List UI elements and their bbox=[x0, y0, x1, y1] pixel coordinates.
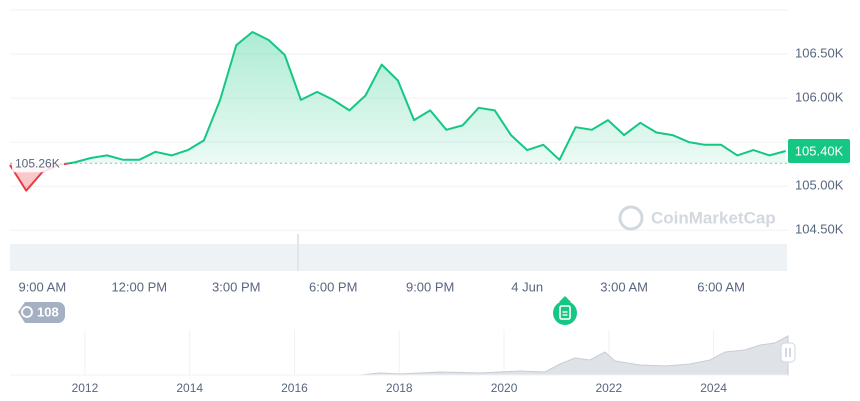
overview-tick-label: 2022 bbox=[595, 381, 622, 395]
current-price-label: 105.40K bbox=[795, 143, 844, 158]
x-axis: 9:00 AM 12:00 PM 3:00 PM 6:00 PM 9:00 PM 4 Ju… bbox=[18, 279, 744, 294]
y-tick-label: 106.50K bbox=[795, 45, 844, 60]
baseline-label-bg bbox=[12, 154, 64, 173]
event-marker[interactable] bbox=[553, 296, 577, 325]
x-tick-label: 3:00 PM bbox=[212, 279, 260, 294]
area-up bbox=[69, 32, 786, 164]
y-tick-label: 104.50K bbox=[795, 222, 844, 237]
x-tick-label: 9:00 PM bbox=[406, 279, 454, 294]
history-badge[interactable]: 108 bbox=[18, 302, 65, 323]
x-tick-label: 12:00 PM bbox=[111, 279, 167, 294]
x-tick-label: 6:00 PM bbox=[309, 279, 357, 294]
overview-tick-label: 2018 bbox=[386, 381, 413, 395]
watermark-text: CoinMarketCap bbox=[651, 208, 776, 227]
plot: 105.26K 105.40K bbox=[9, 31, 850, 192]
overview-tick-label: 2016 bbox=[281, 381, 308, 395]
baseline-label: 105.26K bbox=[15, 156, 60, 170]
clock-icon bbox=[21, 306, 33, 318]
overview-area bbox=[10, 335, 789, 376]
grid: 104.50K 105.00K 106.00K 106.50K bbox=[10, 45, 844, 237]
x-tick-label: 9:00 AM bbox=[18, 279, 66, 294]
overview-tick-label: 2012 bbox=[72, 381, 99, 395]
y-tick-label: 106.00K bbox=[795, 90, 844, 105]
volume-band bbox=[10, 244, 787, 271]
badge-count: 108 bbox=[37, 304, 59, 319]
overview-tick-label: 2014 bbox=[176, 381, 203, 395]
event-icon[interactable] bbox=[553, 301, 577, 325]
price-line-up bbox=[62, 31, 786, 164]
overview-handle[interactable] bbox=[780, 342, 796, 363]
current-price-box bbox=[788, 138, 850, 163]
volume-spike bbox=[297, 234, 299, 271]
x-tick-label: 4 Jun bbox=[511, 279, 543, 294]
x-tick-label: 3:00 AM bbox=[600, 279, 648, 294]
watermark: CoinMarketCap bbox=[618, 205, 776, 231]
x-tick-label: 6:00 AM bbox=[697, 279, 745, 294]
overview: 2012 2014 2016 2018 2020 2022 2024 bbox=[10, 330, 796, 395]
y-tick-label: 105.00K bbox=[795, 178, 844, 193]
overview-tick-label: 2020 bbox=[491, 381, 518, 395]
overview-tick-label: 2024 bbox=[700, 381, 727, 395]
